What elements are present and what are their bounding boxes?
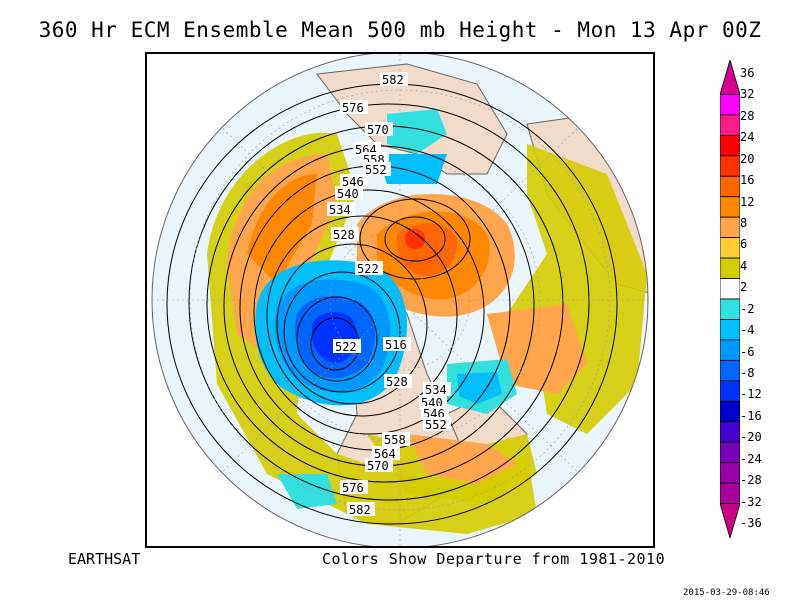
colorbar-swatch — [720, 421, 740, 443]
contour-label: 540 — [335, 186, 363, 201]
colorbar-tick-label: -36 — [740, 516, 762, 530]
colorbar-tick-label: -20 — [740, 430, 762, 445]
colorbar-tick-label: -28 — [740, 473, 762, 488]
colorbar-swatch — [720, 196, 740, 218]
svg-text:576: 576 — [342, 101, 364, 115]
contour-labels-top: 582 576 570 564 558 552 546 540 534 528 … — [327, 72, 408, 276]
colorbar-swatch — [720, 298, 740, 320]
colorbar-swatch — [720, 441, 740, 464]
svg-text:528: 528 — [333, 228, 355, 242]
contour-label: 534 — [327, 202, 355, 217]
colorbar-tick-label: 4 — [740, 258, 748, 273]
svg-text:546: 546 — [342, 175, 364, 189]
colorbar-tick-label: -8 — [740, 366, 755, 380]
svg-text:552: 552 — [425, 418, 447, 432]
colorbar-swatch — [720, 359, 740, 382]
svg-text:582: 582 — [382, 73, 404, 87]
svg-text:522: 522 — [335, 340, 357, 354]
svg-text:570: 570 — [367, 123, 389, 137]
svg-text:540: 540 — [337, 187, 359, 201]
svg-text:522: 522 — [357, 262, 379, 276]
colorbar-swatch — [720, 155, 740, 177]
colorbar-swatch — [720, 114, 740, 136]
contour-label: 552 — [423, 417, 451, 432]
colorbar — [720, 60, 740, 538]
colorbar-tick-label: 12 — [740, 194, 755, 209]
contour-label: 570 — [365, 458, 393, 473]
colorbar-swatch — [720, 134, 740, 157]
svg-text:516: 516 — [385, 338, 407, 352]
colorbar-tick-label: 8 — [740, 216, 748, 230]
contour-label: 528 — [384, 374, 412, 389]
colorbar-tick-label: -12 — [740, 387, 762, 402]
contour-label: 546 — [340, 174, 368, 189]
contour-label: 534 — [423, 382, 451, 397]
contour-labels-center: 522 516 — [333, 337, 411, 354]
colorbar-swatch — [720, 503, 740, 538]
colorbar-swatch — [720, 60, 740, 95]
colorbar-tick-label: 28 — [740, 108, 755, 123]
source-label: EARTHSAT — [68, 550, 141, 568]
svg-text:558: 558 — [384, 433, 406, 447]
contour-labels-bottom: 528 534 540 546 552 558 564 570 576 582 — [340, 374, 451, 517]
colorbar-tick-label: -16 — [740, 408, 762, 423]
contour-label: 582 — [347, 502, 375, 517]
colorbar-swatch — [720, 380, 740, 402]
colorbar-swatch — [720, 482, 740, 504]
colorbar-swatch — [720, 462, 740, 484]
contour-label: 522 — [333, 339, 361, 354]
contour-label: 564 — [372, 446, 400, 461]
svg-text:534: 534 — [425, 383, 447, 397]
colorbar-tick-label: 36 — [740, 66, 755, 80]
colorbar-swatch — [720, 175, 740, 198]
colorbar-swatch — [720, 319, 740, 341]
contour-label: 570 — [365, 122, 393, 137]
colorbar-swatch — [720, 339, 740, 361]
contour-label: 582 — [380, 72, 408, 87]
svg-text:570: 570 — [367, 459, 389, 473]
svg-text:582: 582 — [349, 503, 371, 517]
contour-label: 558 — [382, 432, 410, 447]
colorbar-tick-label: 16 — [740, 173, 755, 188]
colorbar-tick-label: -6 — [740, 344, 755, 359]
contour-label: 576 — [340, 480, 368, 495]
anomaly-fills — [207, 109, 647, 534]
svg-text:564: 564 — [374, 447, 396, 461]
colorbar-tick-label: -32 — [740, 494, 762, 509]
map-title: 360 Hr ECM Ensemble Mean 500 mb Height -… — [38, 18, 762, 42]
colorbar-swatch — [720, 237, 740, 259]
colorbar-swatch — [720, 400, 740, 423]
graticule — [152, 54, 648, 546]
colorbar-tick-label: 20 — [740, 151, 755, 166]
svg-text:534: 534 — [329, 203, 351, 217]
colorbar-tick-label: 6 — [740, 237, 748, 252]
colorbar-swatch — [720, 216, 740, 239]
colorbar-tick-label: 24 — [740, 130, 755, 145]
colorbar-swatch — [720, 278, 740, 300]
colorbar-tick-label: 32 — [740, 87, 755, 102]
contour-label: 576 — [340, 100, 368, 115]
color-legend-caption: Colors Show Departure from 1981-2010 — [322, 550, 666, 568]
colorbar-swatch — [720, 257, 740, 279]
contour-label: 522 — [355, 261, 383, 276]
polar-map: 582 576 570 564 558 552 546 540 534 528 … — [151, 54, 649, 546]
svg-text:576: 576 — [342, 481, 364, 495]
colorbar-tick-label: -24 — [740, 451, 762, 466]
colorbar-swatch — [720, 94, 740, 116]
contour-label: 552 — [363, 162, 391, 177]
colorbar-tick-label: -4 — [740, 323, 755, 338]
svg-text:528: 528 — [386, 375, 408, 389]
map-panel: 582 576 570 564 558 552 546 540 534 528 … — [145, 52, 655, 548]
contour-label: 528 — [331, 227, 359, 242]
contour-label: 516 — [383, 337, 411, 352]
svg-text:552: 552 — [365, 163, 387, 177]
colorbar-tick-label: -2 — [740, 301, 755, 316]
colorbar-tick-label: 2 — [740, 280, 748, 295]
timestamp: 2015-03-29-08:46 — [683, 588, 770, 598]
